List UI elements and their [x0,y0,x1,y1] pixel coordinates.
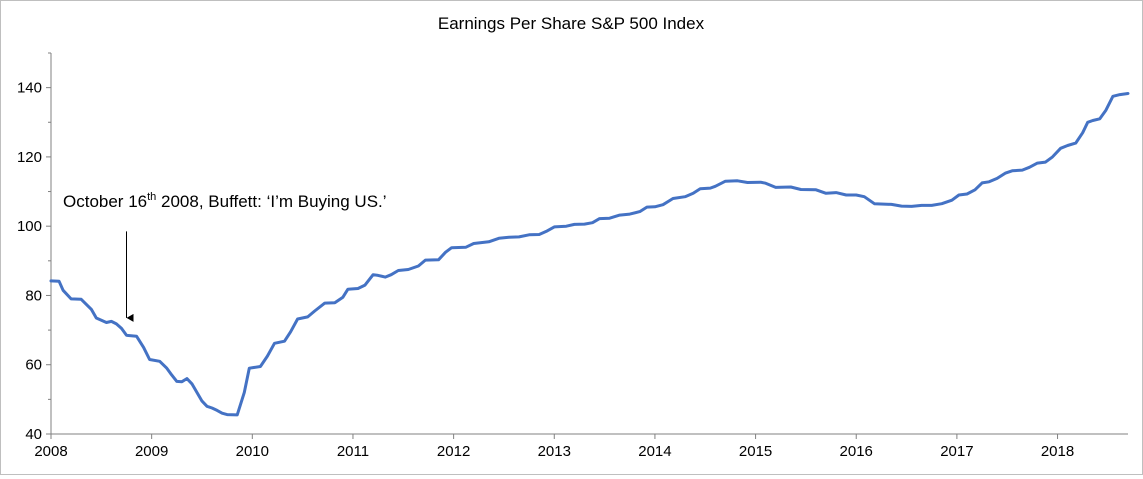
annotation-superscript: th [147,191,156,203]
buffett-annotation: October 16th 2008, Buffett: ‘I’m Buying … [63,191,387,322]
y-tick-label: 40 [25,426,42,443]
y-axis-ticks: 40 60 80 100 120 140 [17,52,51,443]
y-tick-label: 100 [17,218,42,235]
chart-title: Earnings Per Share S&P 500 Index [438,14,705,33]
eps-series-line [49,92,1130,417]
x-tick-label: 2011 [337,443,369,460]
y-tick-label: 120 [17,149,42,166]
x-axis-ticks: 2008 2009 2010 2011 2012 2013 2014 2015 2016 2017… [34,434,1074,460]
annotation-text: October 16th 2008, Buffett: ‘I’m Buying … [63,191,387,211]
x-tick-label: 2009 [135,443,168,460]
x-tick-label: 2013 [538,443,571,460]
x-tick-label: 2008 [34,443,67,460]
y-tick-label: 140 [17,80,42,97]
x-tick-label: 2015 [739,443,772,460]
x-tick-label: 2018 [1041,443,1074,460]
annotation-text-before: October 16 [63,192,147,211]
x-tick-label: 2014 [638,443,671,460]
y-tick-label: 80 [25,287,42,304]
x-tick-label: 2010 [236,443,269,460]
x-tick-label: 2017 [940,443,973,460]
x-tick-label: 2016 [840,443,873,460]
y-tick-label: 60 [25,357,42,374]
annotation-text-after: 2008, Buffett: ‘I’m Buying US.’ [156,192,386,211]
x-tick-label: 2012 [437,443,470,460]
